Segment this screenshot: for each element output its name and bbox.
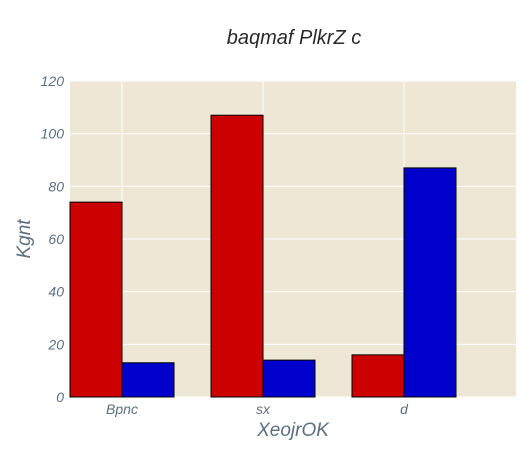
- x-tick-labels: Bpnc sx d: [106, 401, 409, 417]
- x-axis-title: XeojrOK: [256, 420, 330, 441]
- x-tick-label-1: sx: [256, 401, 271, 417]
- y-tick-label-60: 60: [48, 231, 64, 247]
- x-tick-label-0: Bpnc: [106, 401, 138, 417]
- y-tick-label-0: 0: [56, 389, 64, 405]
- y-axis-title: Kgnt: [14, 219, 35, 259]
- chart-title: baqmaf PlkrZ c: [227, 27, 361, 49]
- y-tick-labels: 0 20 40 60 80 100 120: [41, 73, 65, 405]
- bars: [69, 114, 457, 398]
- bar-series2-d: [403, 167, 457, 398]
- y-tick-label-20: 20: [47, 336, 64, 352]
- y-tick-label-120: 120: [41, 73, 65, 89]
- y-tick-label-80: 80: [48, 178, 64, 194]
- y-tick-label-40: 40: [48, 284, 64, 300]
- y-tick-label-100: 100: [41, 126, 65, 142]
- x-tick-label-2: d: [400, 401, 409, 417]
- bar-series1-Bpnc: [69, 201, 123, 398]
- bar-series1-d: [351, 354, 405, 398]
- bar-series1-sx: [210, 114, 264, 398]
- bar-series2-Bpnc: [121, 362, 175, 398]
- bar-series2-sx: [262, 359, 316, 398]
